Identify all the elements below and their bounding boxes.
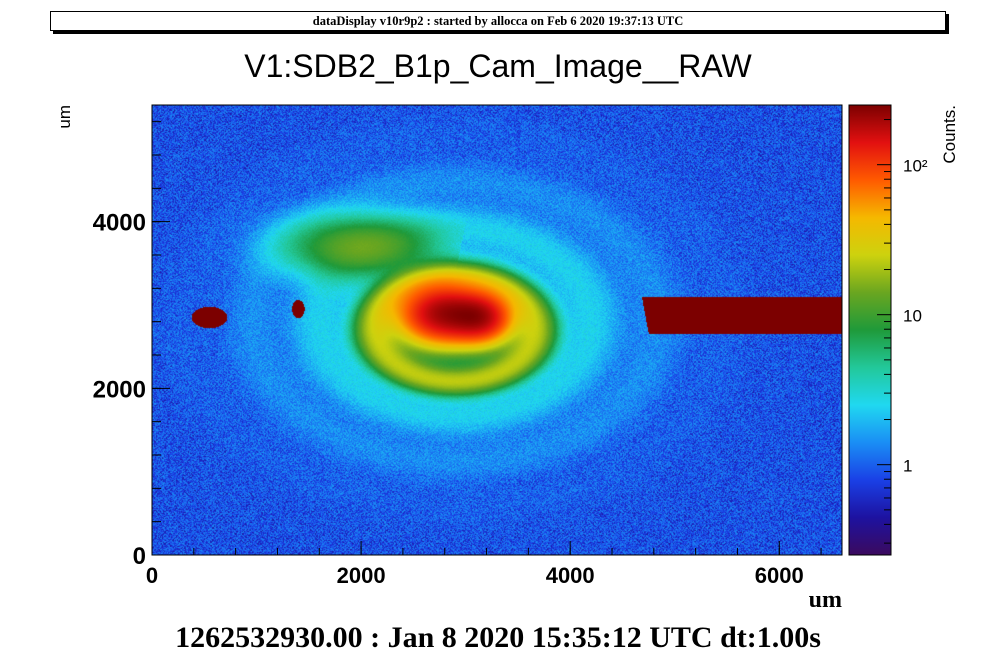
- x-tick-label: 6000: [755, 563, 804, 588]
- y-tick-label: 0: [133, 543, 146, 570]
- colorbar-tick-label: 10²: [903, 157, 928, 176]
- y-axis-title: um: [55, 105, 74, 129]
- colorbar-tick-label: 1: [903, 457, 912, 476]
- colorbar-tick-label: 10: [903, 307, 922, 326]
- y-tick-label: 2000: [93, 376, 146, 403]
- plot-frame: [151, 104, 843, 556]
- x-tick-label: 0: [146, 563, 158, 588]
- plot-area: [152, 105, 842, 555]
- x-tick-label: 2000: [337, 563, 386, 588]
- colorbar: 1 10 10² Counts.: [848, 104, 959, 556]
- colorbar-scale: [848, 104, 892, 556]
- axes: 0 2000 4000 6000 0 2000 4000 um um: [55, 104, 843, 613]
- chart-title: V1:SDB2_B1p_Cam_Image__RAW: [244, 48, 752, 84]
- heatmap-canvas: [152, 105, 842, 555]
- header-banner: dataDisplay v10r9p2 : started by allocca…: [50, 11, 946, 31]
- colorbar-title: Counts.: [940, 105, 959, 164]
- footer-timestamp: 1262532930.00 : Jan 8 2020 15:35:12 UTC …: [175, 621, 821, 654]
- x-axis-title: um: [809, 587, 842, 613]
- y-tick-label: 4000: [93, 210, 146, 237]
- x-tick-label: 4000: [546, 563, 595, 588]
